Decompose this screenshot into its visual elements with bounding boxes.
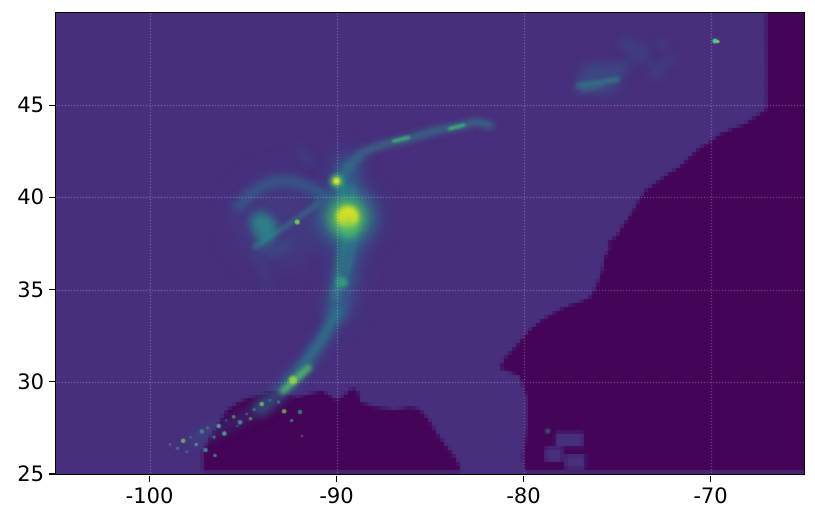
y-tick xyxy=(48,381,55,383)
y-tick xyxy=(48,288,55,291)
plot-area xyxy=(54,11,805,475)
y-tick-label: 35 xyxy=(17,277,44,302)
heatmap-canvas xyxy=(55,12,804,474)
y-tick-label: 25 xyxy=(17,462,44,486)
x-tick xyxy=(709,475,712,482)
y-tick xyxy=(48,196,55,199)
x-tick-label: -70 xyxy=(693,484,728,508)
x-tick xyxy=(335,475,338,482)
y-tick-label: 45 xyxy=(17,93,44,118)
y-tick xyxy=(48,104,55,106)
x-tick-label: -100 xyxy=(125,484,174,508)
y-tick-label: 30 xyxy=(17,369,44,394)
x-tick xyxy=(522,475,525,482)
x-tick xyxy=(148,475,151,482)
y-tick xyxy=(48,473,55,475)
x-tick-label: -80 xyxy=(506,484,541,508)
x-tick-label: -90 xyxy=(319,484,354,508)
y-tick-label: 40 xyxy=(17,185,44,210)
